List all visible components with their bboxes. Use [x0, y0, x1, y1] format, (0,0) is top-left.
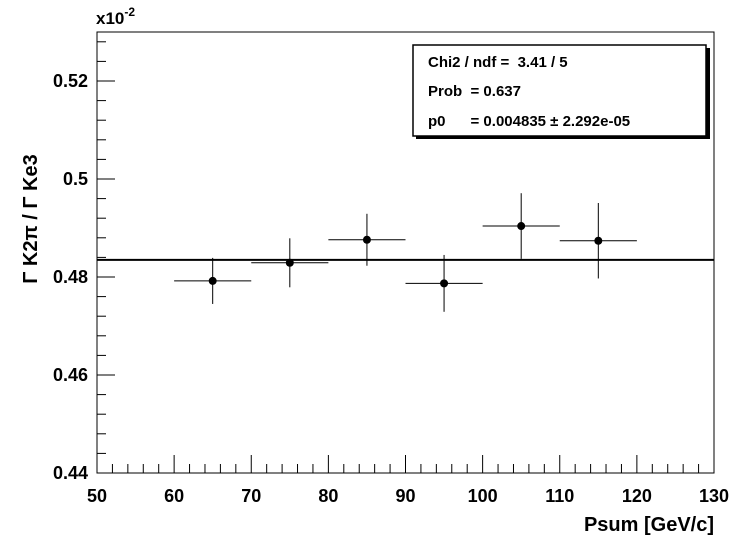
x-tick-label: 110 — [545, 486, 574, 506]
data-marker — [517, 222, 526, 231]
data-marker — [440, 279, 449, 288]
y-minor-ticks — [97, 41, 106, 454]
x-tick-label: 120 — [622, 486, 652, 506]
x-tick-label: 60 — [164, 486, 184, 506]
x-axis-title: Psum [GeV/c] — [584, 514, 714, 536]
y-tick-label: 0.48 — [53, 267, 88, 287]
data-point — [559, 203, 637, 279]
y-tick-label: 0.46 — [53, 365, 88, 385]
data-point — [405, 254, 483, 312]
x-tick-label: 70 — [241, 486, 261, 506]
stats-box-frame — [412, 44, 707, 137]
data-point — [482, 193, 560, 259]
data-point — [251, 238, 329, 288]
y-axis-title: Γ K2π / Γ Ke3 — [20, 154, 42, 283]
points-layer — [174, 193, 637, 312]
data-marker — [285, 258, 294, 267]
data-marker — [594, 236, 603, 245]
x-tick-label: 50 — [87, 486, 107, 506]
x-tick-label: 90 — [395, 486, 415, 506]
y-exponent-label: x10-2 — [96, 5, 135, 28]
stats-line-prob: Prob = 0.637 — [428, 83, 521, 100]
x-tick-label: 80 — [318, 486, 338, 506]
x-tick-label: 130 — [699, 486, 729, 506]
y-tick-label: 0.52 — [53, 71, 88, 91]
y-exponent-base: x10 — [96, 9, 124, 28]
y-tick-labels: 0.44 0.46 0.48 0.5 0.52 — [53, 71, 88, 483]
y-tick-label: 0.44 — [53, 463, 88, 483]
data-marker — [208, 276, 217, 285]
data-point — [328, 213, 406, 266]
x-minor-ticks — [111, 464, 700, 473]
x-tick-labels: 50 60 70 80 90 100 110 120 130 — [87, 486, 729, 506]
stats-line-chi2: Chi2 / ndf = 3.41 / 5 — [428, 54, 568, 71]
stats-box: Chi2 / ndf = 3.41 / 5 Prob = 0.637 p0 = … — [412, 44, 710, 139]
x-major-ticks — [96, 455, 715, 473]
data-marker — [362, 235, 371, 244]
stats-line-p0: p0 = 0.004835 ± 2.292e-05 — [428, 113, 630, 130]
y-tick-label: 0.5 — [63, 169, 88, 189]
y-exponent-power: -2 — [124, 5, 135, 19]
x-tick-label: 100 — [468, 486, 498, 506]
y-major-ticks — [97, 80, 115, 474]
data-point — [174, 257, 252, 304]
